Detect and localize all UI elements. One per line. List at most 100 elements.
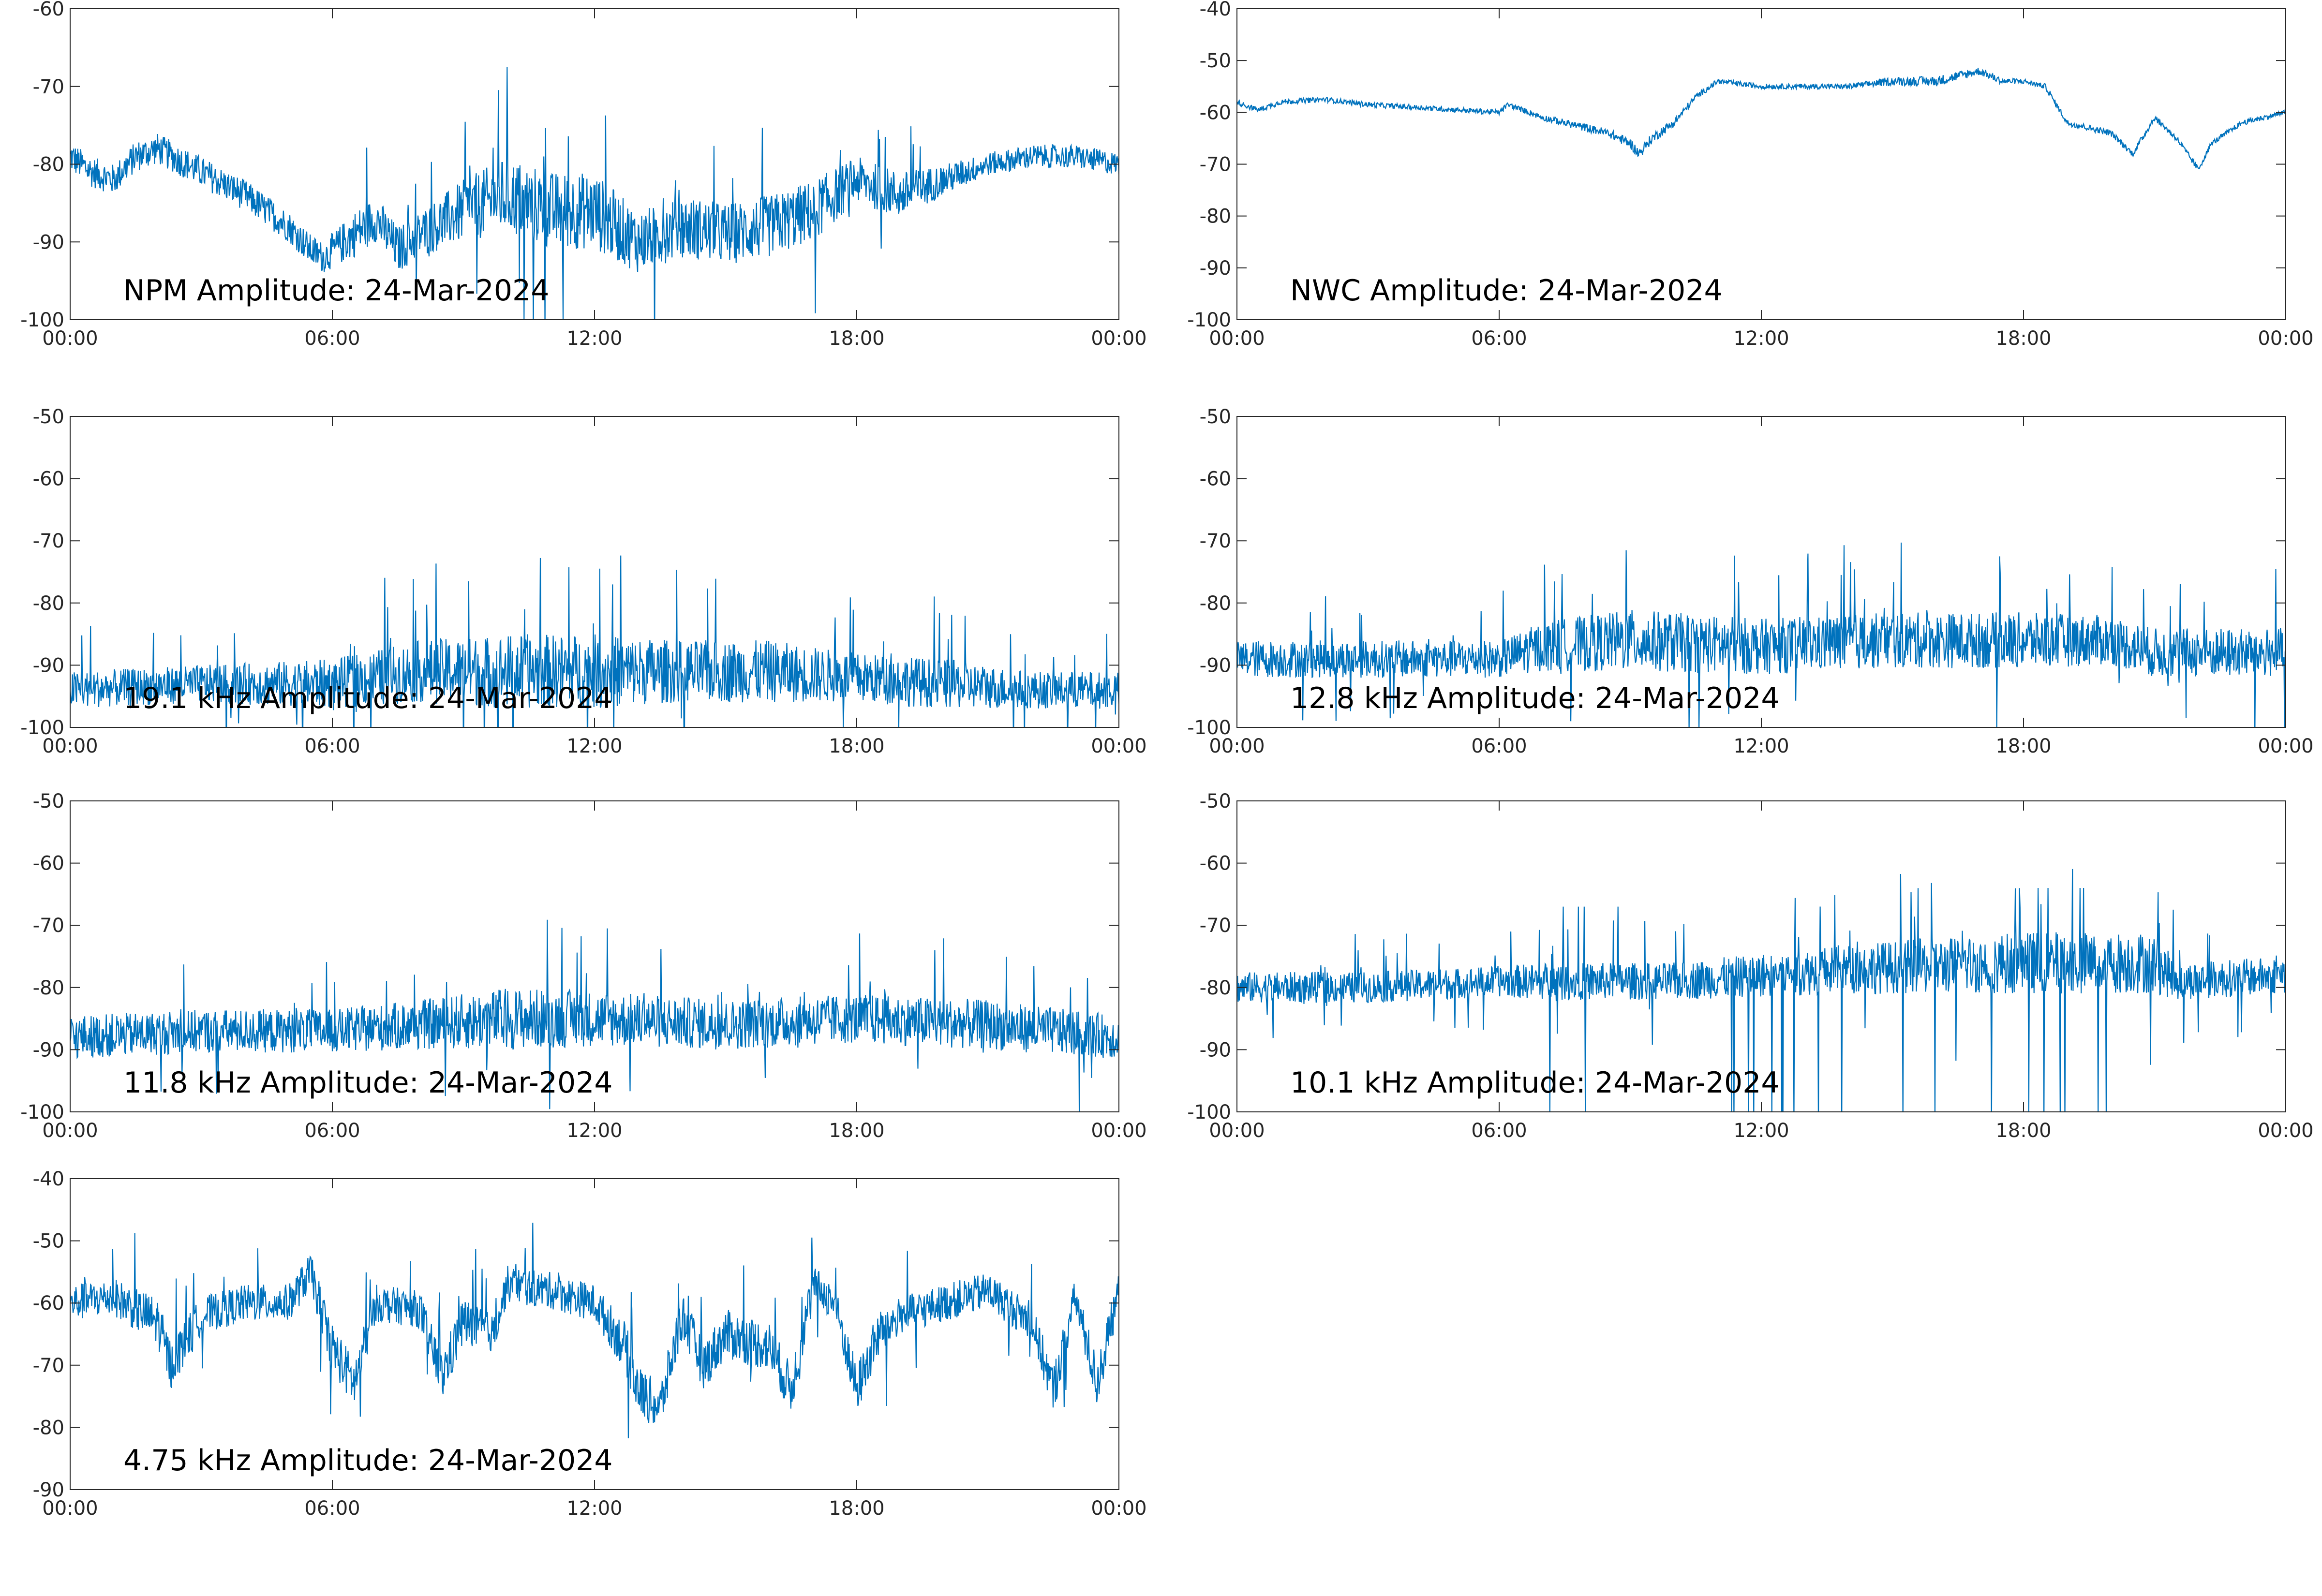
x-tick-label: 00:00 xyxy=(1209,327,1265,350)
x-tick-label: 00:00 xyxy=(42,327,98,350)
y-tick-label: -90 xyxy=(33,1039,64,1061)
y-tick-label: -70 xyxy=(1200,154,1231,176)
series-line-1 xyxy=(70,919,1119,1112)
y-tick-label: -50 xyxy=(1200,406,1231,428)
y-tick-label: -60 xyxy=(33,853,64,875)
y-tick-label: -90 xyxy=(33,654,64,677)
chart-title: NPM Amplitude: 24-Mar-2024 xyxy=(123,274,549,308)
y-tick-label: -70 xyxy=(33,76,64,98)
y-tick-label: -100 xyxy=(1187,717,1231,739)
y-tick-label: -50 xyxy=(33,406,64,428)
x-tick-label: 00:00 xyxy=(1209,1120,1265,1142)
series-line-1 xyxy=(70,555,1119,727)
series-line-1 xyxy=(1237,869,2286,1112)
x-tick-label: 06:00 xyxy=(304,1120,360,1142)
x-tick-label: 18:00 xyxy=(1995,735,2051,757)
x-tick-label: 06:00 xyxy=(1471,1120,1527,1142)
y-tick-label: -80 xyxy=(1200,977,1231,999)
x-tick-label: 00:00 xyxy=(2258,327,2313,350)
series-line-1 xyxy=(1237,68,2286,169)
x-tick-label: 00:00 xyxy=(42,1497,98,1520)
chart-panel-5: 00:00 06:00 12:00 18:00 00:00 -50 -60 -70 -80 -90… xyxy=(20,790,1146,1142)
y-tick-label: -50 xyxy=(1200,790,1231,813)
x-tick-label: 12:00 xyxy=(566,735,622,757)
chart-title: 4.75 kHz Amplitude: 24-Mar-2024 xyxy=(123,1444,613,1478)
chart-panel-4: 00:00 06:00 12:00 18:00 00:00 -50 -60 -70 -80 -90… xyxy=(1187,406,2313,757)
y-tick-label: -70 xyxy=(1200,530,1231,552)
x-tick-label: 00:00 xyxy=(1091,735,1146,757)
chart-title: 12.8 kHz Amplitude: 24-Mar-2024 xyxy=(1290,681,1780,715)
y-tick-label: -70 xyxy=(33,530,64,552)
chart-panel-6: 00:00 06:00 12:00 18:00 00:00 -50 -60 -70 -80 -90… xyxy=(1187,790,2313,1142)
x-tick-label: 18:00 xyxy=(829,735,884,757)
x-tick-label: 00:00 xyxy=(42,1120,98,1142)
y-tick-label: -100 xyxy=(20,1101,64,1123)
x-tick-label: 06:00 xyxy=(1471,735,1527,757)
chart-panel-1: 00:00 06:00 12:00 18:00 00:00 -60 -70 -80 -90 -10… xyxy=(20,0,1146,350)
x-tick-label: 18:00 xyxy=(1995,327,2051,350)
y-tick-label: -60 xyxy=(33,1292,64,1315)
y-tick-label: -80 xyxy=(33,154,64,176)
y-tick-label: -60 xyxy=(33,468,64,490)
y-tick-label: -80 xyxy=(1200,206,1231,228)
chart-panel-7: 00:00 06:00 12:00 18:00 00:00 -40 -50 -60 -70 -80… xyxy=(33,1168,1147,1520)
y-tick-label: -100 xyxy=(1187,1101,1231,1123)
y-tick-label: -60 xyxy=(1200,102,1231,124)
x-tick-label: 18:00 xyxy=(829,1497,884,1520)
x-tick-label: 00:00 xyxy=(2258,1120,2313,1142)
series-line-1 xyxy=(1237,542,2286,727)
y-tick-label: -80 xyxy=(1200,592,1231,615)
y-tick-label: -80 xyxy=(33,1417,64,1439)
y-tick-label: -40 xyxy=(1200,0,1231,20)
y-tick-label: -40 xyxy=(33,1168,64,1190)
x-tick-label: 00:00 xyxy=(1209,735,1265,757)
x-tick-label: 12:00 xyxy=(566,327,622,350)
chart-panel-2: 00:00 06:00 12:00 18:00 00:00 -40 -50 -60 -70 -80… xyxy=(1187,0,2313,350)
chart-title: 11.8 kHz Amplitude: 24-Mar-2024 xyxy=(123,1066,613,1100)
x-tick-label: 12:00 xyxy=(1733,327,1789,350)
x-tick-label: 06:00 xyxy=(304,1497,360,1520)
x-tick-label: 06:00 xyxy=(304,327,360,350)
chart-panel-3: 00:00 06:00 12:00 18:00 00:00 -50 -60 -70 -80 -90… xyxy=(20,406,1146,757)
y-tick-label: -60 xyxy=(1200,468,1231,490)
y-tick-label: -90 xyxy=(1200,654,1231,677)
y-tick-label: -70 xyxy=(33,915,64,937)
x-tick-label: 06:00 xyxy=(304,735,360,757)
chart-title: 19.1 kHz Amplitude: 24-Mar-2024 xyxy=(123,681,613,715)
x-tick-label: 12:00 xyxy=(566,1497,622,1520)
y-tick-label: -70 xyxy=(33,1355,64,1377)
x-tick-label: 00:00 xyxy=(1091,1120,1146,1142)
y-tick-label: -100 xyxy=(1187,309,1231,331)
series-line-1 xyxy=(70,1223,1119,1438)
y-tick-label: -50 xyxy=(1200,50,1231,72)
chart-title: NWC Amplitude: 24-Mar-2024 xyxy=(1290,274,1723,308)
x-tick-label: 00:00 xyxy=(42,735,98,757)
x-tick-label: 12:00 xyxy=(1733,735,1789,757)
y-tick-label: -90 xyxy=(1200,1039,1231,1061)
y-tick-label: -50 xyxy=(33,790,64,813)
x-tick-label: 06:00 xyxy=(1471,327,1527,350)
x-tick-label: 12:00 xyxy=(566,1120,622,1142)
y-tick-label: -90 xyxy=(33,1479,64,1501)
chart-title: 10.1 kHz Amplitude: 24-Mar-2024 xyxy=(1290,1066,1780,1100)
x-tick-label: 18:00 xyxy=(829,327,884,350)
series-line-1 xyxy=(70,67,1119,320)
y-tick-label: -100 xyxy=(20,309,64,331)
y-tick-label: -60 xyxy=(1200,853,1231,875)
x-tick-label: 00:00 xyxy=(2258,735,2313,757)
y-tick-label: -80 xyxy=(33,592,64,615)
y-tick-label: -100 xyxy=(20,717,64,739)
x-tick-label: 00:00 xyxy=(1091,327,1146,350)
y-tick-label: -50 xyxy=(33,1230,64,1253)
y-tick-label: -90 xyxy=(33,231,64,253)
y-tick-label: -70 xyxy=(1200,915,1231,937)
x-tick-label: 12:00 xyxy=(1733,1120,1789,1142)
y-tick-label: -60 xyxy=(33,0,64,20)
x-tick-label: 18:00 xyxy=(829,1120,884,1142)
y-tick-label: -90 xyxy=(1200,257,1231,280)
y-tick-label: -80 xyxy=(33,977,64,999)
x-tick-label: 00:00 xyxy=(1091,1497,1146,1520)
x-tick-label: 18:00 xyxy=(1995,1120,2051,1142)
